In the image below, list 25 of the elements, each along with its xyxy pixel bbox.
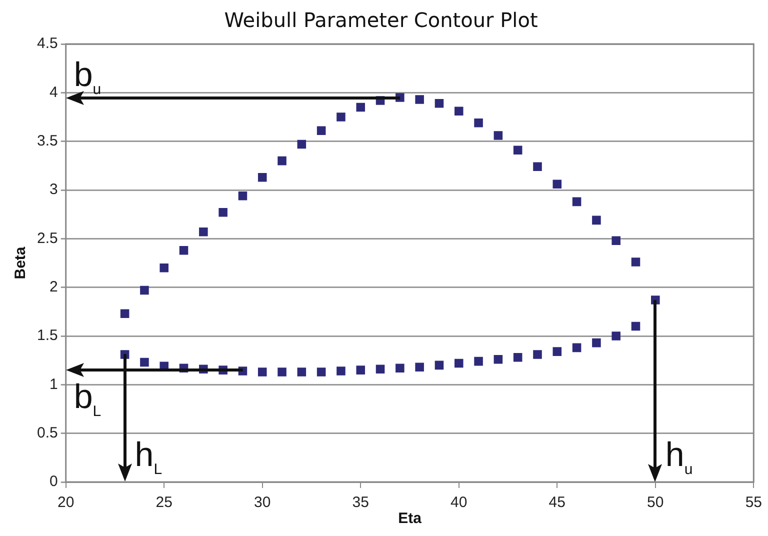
y-tick-label: 1	[50, 376, 58, 393]
x-tick-label: 20	[58, 494, 74, 512]
annotation: h$_{u}$	[665, 436, 693, 478]
x-tick-label: 30	[254, 494, 271, 512]
x-axis-title: Eta	[398, 510, 422, 528]
x-tick-label: 50	[647, 494, 664, 512]
y-tick-label: 4.5	[36, 35, 58, 52]
y-tick-label: 0	[50, 473, 58, 490]
x-tick-label: 40	[450, 494, 468, 512]
y-tick-label: 2	[50, 278, 58, 296]
annotation: h$_{L}$	[134, 436, 162, 478]
y-tick-label: 1.5	[36, 327, 58, 344]
y-axis-title: Beta	[12, 246, 30, 280]
annotation: b$_{L}$	[74, 378, 102, 420]
x-tick-label: 35	[352, 494, 369, 512]
annotation: b$_{u}$	[74, 56, 102, 98]
x-tick-label: 45	[548, 494, 566, 512]
y-tick-label: 3	[50, 181, 58, 198]
chart-title: Weibull Parameter Contour Plot	[224, 8, 538, 32]
x-tick-label: 25	[156, 494, 172, 512]
y-tick-label: 4	[50, 84, 58, 101]
y-tick-label: 3.5	[36, 132, 58, 150]
x-tick-label: 55	[745, 494, 762, 512]
y-tick-label: 0.5	[36, 424, 58, 442]
y-tick-label: 2.5	[36, 230, 58, 247]
